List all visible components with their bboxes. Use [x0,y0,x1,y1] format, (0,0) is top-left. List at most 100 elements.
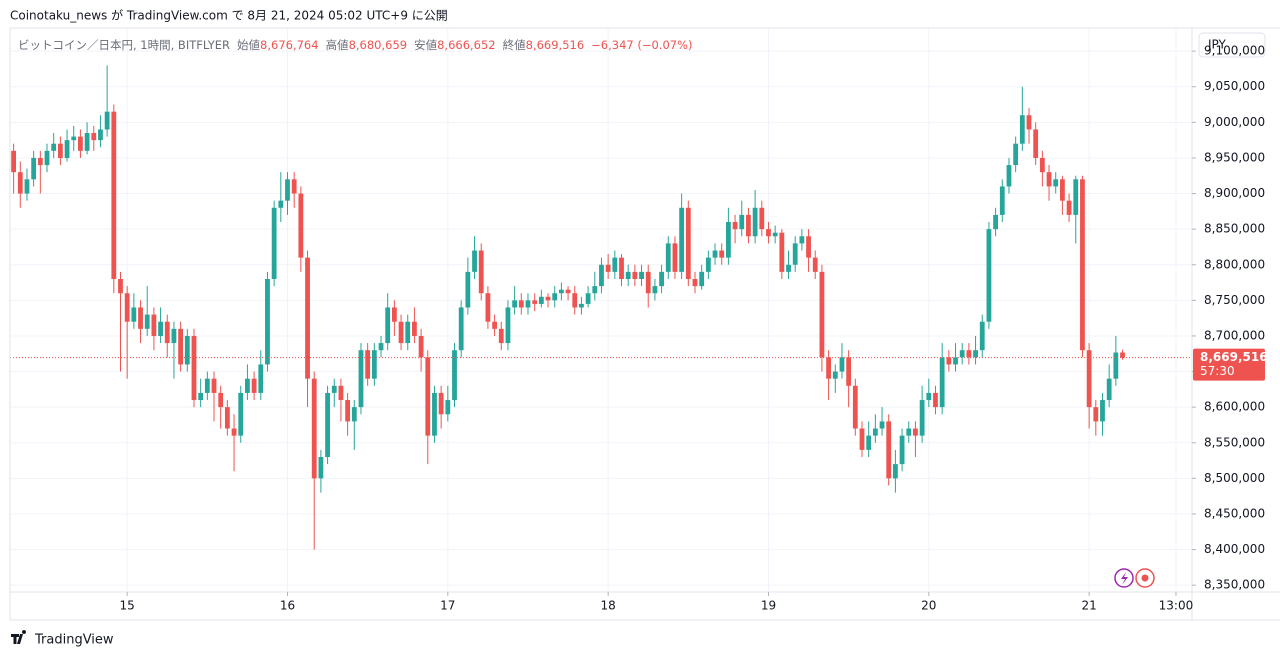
candle-body [558,289,564,294]
brand: TradingView [34,633,114,648]
open-label: 始値 [237,38,260,52]
candle-body [478,250,484,294]
symbol: ビットコイン／日本円, 1時間, BITFLYER [18,38,230,52]
candle-body [84,133,90,151]
candle-body [953,357,958,365]
candle-body [973,350,978,358]
candle-body [1033,129,1039,158]
candle-body [926,392,932,401]
candle-body [852,385,858,429]
candle-body [472,250,477,272]
candle-body [712,250,718,258]
y-tick-label: 9,100,000 [1204,44,1265,58]
candle-body [44,150,50,166]
y-tick-label: 8,550,000 [1204,435,1265,449]
candle-body [866,435,872,450]
x-tick-label: 19 [761,599,776,613]
candle-body [144,314,150,329]
candle-body [164,321,170,344]
currency-box[interactable] [1198,32,1266,58]
currency: JPY [1207,38,1227,52]
candle-body [886,421,892,479]
candle-body [859,428,865,450]
candle-body [592,286,598,294]
candle-body [224,407,230,429]
candle-body [879,421,885,429]
candle-body [719,250,725,258]
candle-body [371,350,377,379]
candle-body [786,264,791,272]
candle-body [138,307,143,329]
candle-body [178,328,184,365]
candle-body [285,179,290,201]
candle-body [705,257,711,272]
candle-body [1060,179,1065,201]
candle-body [585,293,591,304]
y-tick-label: 8,600,000 [1204,400,1265,414]
candle-body [605,264,611,272]
candle-body [959,350,965,358]
candle-body [325,392,330,457]
close-value: 8,669,516 [526,38,585,52]
candle-body [1086,350,1092,408]
y-tick-label: 9,050,000 [1204,79,1265,93]
candle-body [913,428,918,436]
candle-body [739,214,745,230]
candle-body [458,307,464,351]
candle-body [999,186,1005,215]
candle-body [672,243,678,272]
candle-body [1019,115,1025,144]
candle-body [412,321,417,336]
candle-body [572,293,578,308]
x-tick-label: 18 [601,599,616,613]
y-tick-label: 8,850,000 [1204,222,1265,236]
candle-body [331,385,337,393]
candle-body [645,271,651,294]
candle-body [465,271,471,308]
candle-body [699,271,705,287]
low-label: 安値 [414,38,437,52]
candle-body [492,321,497,329]
candle-body [639,271,644,279]
x-tick-label: 13:00 [1159,599,1194,613]
x-tick-label: 16 [280,599,295,613]
candle-body [391,307,397,322]
candle-body [218,392,224,408]
candle-body [124,293,130,322]
publisher: Coinotaku_news が TradingView.com で 8月 21… [10,8,448,23]
candle-body [505,307,511,344]
candle-body [345,400,351,422]
candle-body [1026,115,1032,130]
candle-body [1053,179,1059,187]
x-tick-label: 20 [921,599,936,613]
candle-body [358,350,364,408]
candle-body [17,172,23,194]
candle-body [665,243,671,272]
candle-body [398,321,404,344]
candle-body [291,179,297,194]
candle-body [445,400,451,415]
candle-body [378,343,384,351]
candle-body [265,278,270,365]
candle-body [111,111,117,279]
candle-body [599,264,604,287]
candle-body [438,392,444,415]
candle-body [211,378,217,393]
y-tick-label: 8,700,000 [1204,328,1265,342]
candle-body [385,307,391,344]
candle-body [198,392,204,401]
candle-body [251,378,257,393]
y-tick-label: 8,750,000 [1204,293,1265,307]
candle-body [271,207,277,279]
y-tick-label: 8,800,000 [1204,257,1265,271]
candle-body [1013,143,1019,166]
candle-body [204,378,210,393]
candle-body [158,321,163,336]
high-label: 高値 [326,38,349,52]
candle-body [425,357,431,436]
candle-body [118,278,123,294]
candle-body [525,300,531,308]
y-tick-label: 8,350,000 [1204,578,1265,592]
candle-body [238,392,244,436]
